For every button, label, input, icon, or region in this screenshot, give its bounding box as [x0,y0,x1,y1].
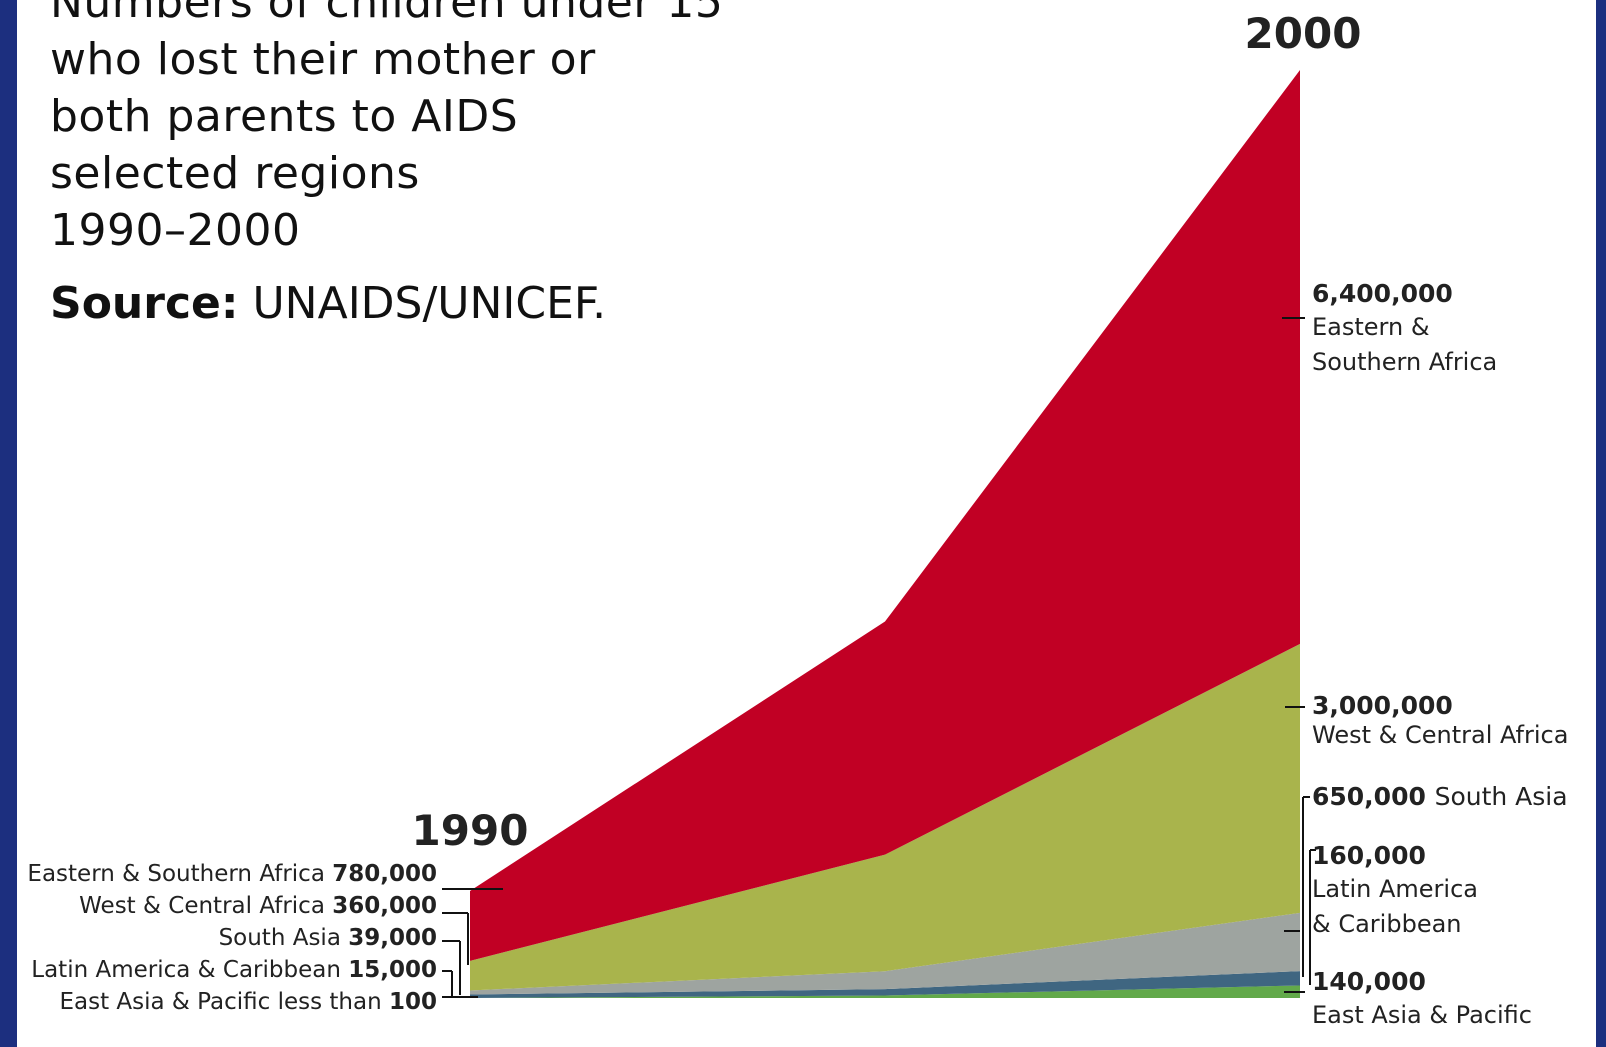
label-2000-value: 3,000,000 [1312,691,1453,720]
chart-title: Numbers of children under 15 who lost th… [50,0,810,259]
label-1990-row: Latin America & Caribbean 15,000 [31,957,437,983]
title-line: who lost their mother or [50,34,596,85]
label-1990-region: East Asia & Pacific less than [59,989,389,1015]
source-note: Source: UNAIDS/UNICEF. [50,278,606,329]
label-1990-region: Eastern & Southern Africa [27,861,332,887]
label-2000-value: 160,000 [1312,841,1426,870]
year-label-2000: 2000 [1245,9,1362,58]
source-text: UNAIDS/UNICEF. [252,278,607,329]
label-1990-row: West & Central Africa 360,000 [79,893,437,919]
frame-right-border [1596,0,1606,1047]
label-2000-region: Latin America [1312,875,1478,903]
label-2000-row: 650,000 South Asia [1312,782,1568,811]
label-1990-value: 360,000 [332,893,437,919]
label-1990-row: East Asia & Pacific less than 100 [59,989,437,1015]
frame-left-border [0,0,17,1047]
source-label: Source: [50,278,239,329]
area-south-asia [470,912,1300,995]
label-2000-value: 6,400,000 [1312,279,1453,308]
title-line: selected regions [50,148,420,199]
label-1990-value: 39,000 [348,925,437,951]
label-1990-region: West & Central Africa [79,893,332,919]
label-2000-value: 650,000 [1312,782,1435,811]
label-2000-region: Southern Africa [1312,348,1497,376]
area-latin-america-caribbean [470,971,1300,998]
label-2000-region: South Asia [1435,782,1568,811]
label-1990-region: South Asia [219,925,349,951]
label-2000-region: West & Central Africa [1312,721,1568,749]
label-1990-row: South Asia 39,000 [219,925,437,951]
title-line: 1990–2000 [50,205,301,256]
label-1990-value: 780,000 [332,861,437,887]
label-1990-value: 15,000 [348,957,437,983]
label-1990-value: 100 [389,989,437,1015]
label-2000-region: Eastern & [1312,313,1430,341]
year-label-1990: 1990 [412,806,529,855]
label-2000-region: East Asia & Pacific [1312,1001,1532,1029]
label-1990-row: Eastern & Southern Africa 780,000 [27,861,437,887]
label-2000-value: 140,000 [1312,967,1426,996]
area-west-central-africa [470,643,1300,991]
title-line: Numbers of children under 15 [50,0,724,28]
label-2000-region: & Caribbean [1312,910,1462,938]
title-line: both parents to AIDS [50,91,519,142]
area-east-asia-pacific [470,985,1300,998]
label-1990-region: Latin America & Caribbean [31,957,348,983]
area-eastern-southern-africa [470,70,1300,961]
